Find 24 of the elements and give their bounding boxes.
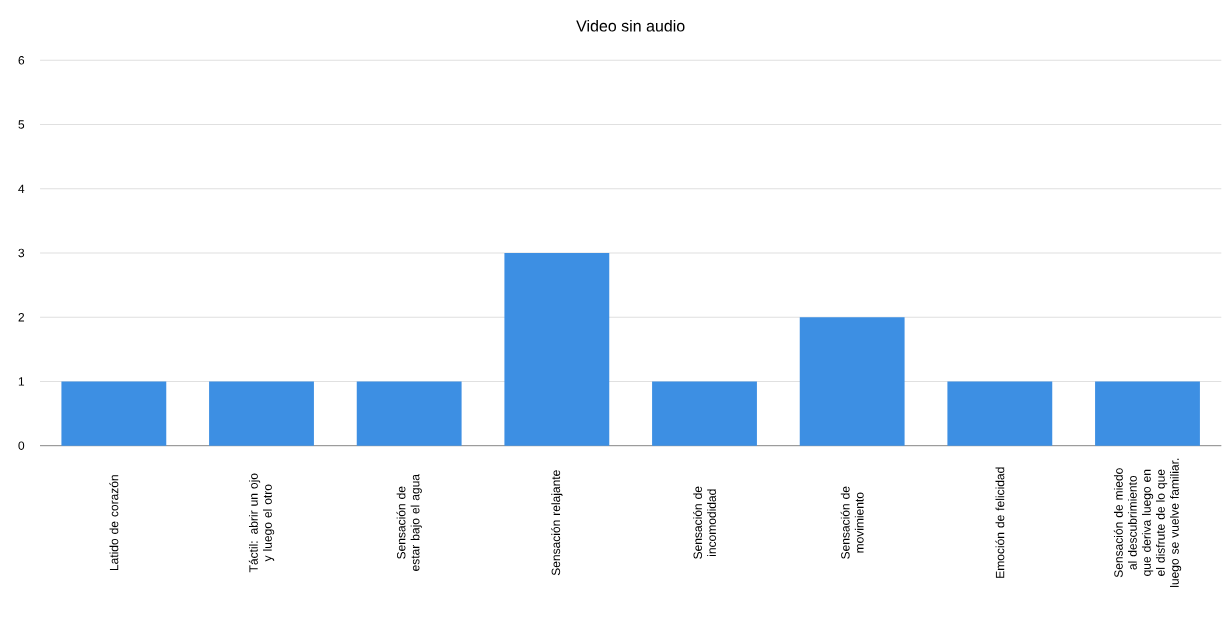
bar: [356, 381, 462, 446]
x-tick-label: Sensación relajante: [551, 470, 563, 576]
x-tick-label: Sensación de movimiento: [840, 486, 864, 559]
y-tick-label: 1: [18, 377, 25, 386]
bar: [209, 381, 314, 446]
bar: [652, 381, 757, 446]
x-tick-label: Sensación de incomodidad: [693, 486, 716, 559]
y-tick-label: 2: [18, 313, 25, 322]
x-tick-label: Emoción de felicidad: [995, 467, 1005, 578]
y-tick-label: 0: [18, 441, 25, 450]
bar: [504, 253, 610, 446]
bar: [799, 317, 905, 446]
bar: [947, 381, 1053, 446]
x-tick-label: Táctil: abrir un ojo y luego el otro: [248, 473, 275, 573]
y-tick-label: 5: [18, 120, 25, 129]
x-tick-label: Sensación de estar bajo el agua: [396, 474, 422, 571]
x-tick-label: Latido de corazón: [109, 475, 119, 571]
y-tick-label: 3: [18, 248, 25, 258]
bar: [1095, 381, 1200, 446]
x-tick-label: Sensación de miedo al descubrimiento que deriva luego en el disfrute de lo que luego se vuelve familiar.: [1113, 458, 1182, 587]
chart-title: Video sin audio: [576, 19, 685, 32]
y-tick-label: 6: [18, 56, 25, 65]
y-tick-label: 4: [18, 184, 25, 193]
bar: [61, 381, 167, 446]
